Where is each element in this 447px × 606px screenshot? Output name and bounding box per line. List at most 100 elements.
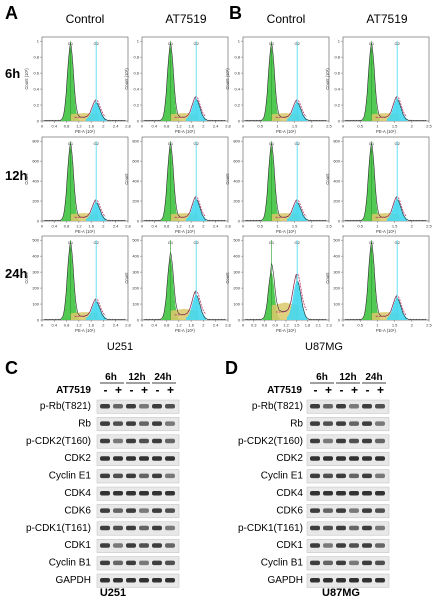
blot-c-band: [113, 438, 123, 444]
blot-d-band: [323, 438, 333, 444]
g1-label: G1: [168, 41, 174, 46]
y-tick-label: 0.8: [334, 54, 340, 59]
blot-d-band: [375, 525, 385, 531]
x-axis-label: PE-A (10⁵): [175, 129, 195, 134]
model-fit-curve: [375, 96, 407, 118]
x-tick-label: 0: [342, 323, 345, 328]
x-axis-label: PE-A (10⁵): [276, 328, 296, 333]
blot-c-band: [100, 404, 110, 409]
x-tick-label: 0.6: [262, 323, 268, 328]
blot-c-time-6h: 6h: [105, 372, 117, 383]
y-tick-label: 600: [233, 158, 240, 163]
y-axis-label: Count: [225, 173, 230, 185]
model-fit-curve: [275, 273, 307, 313]
blot-d-band: [362, 560, 372, 566]
x-tick-label: 0.5: [357, 323, 363, 328]
y-tick-label: 600: [32, 158, 39, 163]
blot-d-band: [323, 456, 333, 461]
blot-d-sign: -: [340, 383, 344, 397]
histogram-frame: [242, 36, 330, 122]
blot-d-sign: +: [325, 383, 332, 397]
y-axis-label: Count (10³): [225, 68, 230, 90]
g1-label: G1: [68, 141, 74, 146]
blot-c-protein-label: Cyclin B1: [49, 558, 92, 569]
blot-c-sign: -: [104, 383, 108, 397]
blot-c-band: [139, 578, 149, 583]
y-tick-label: 400: [132, 178, 139, 183]
blot-c-blot-strip: [96, 521, 180, 536]
model-fit-curve: [174, 96, 206, 118]
y-tick-label: 300: [32, 269, 39, 274]
blot-c-band: [139, 404, 149, 409]
x-tick-label: 0: [342, 224, 345, 229]
x-tick-label: 2.5: [426, 224, 432, 229]
blot-d-band: [310, 525, 320, 531]
blot-d-protein-label: CDK6: [276, 505, 303, 516]
x-tick-label: 2: [102, 224, 105, 229]
blot-c-blot-strip: [96, 399, 180, 414]
blot-d-band: [336, 404, 346, 409]
flow-histogram: G1 G2 0 0.4 0.8 1.2 1.6 2 2.4 2.8 PE-A (10⁵) 0 200 40…: [124, 136, 232, 234]
blot-d-band: [362, 456, 372, 461]
blot-c-band: [165, 508, 175, 513]
blot-d-protein-label: CDK1: [276, 540, 303, 551]
header-at7519-b: AT7519: [366, 12, 407, 26]
western-blot-u87mg: 6h 12h 24h AT7519 U87MG - + - + - +p-Rb(T821)…: [238, 372, 390, 599]
flow-histogram: G1 G2 0 0.5 1 1.5 2 2.5 PE-A (10⁵) 0 200 400 600 800 C…: [225, 136, 333, 234]
blot-d-blot-strip: [306, 538, 390, 553]
blot-d-sign: +: [377, 383, 384, 397]
blot-d-time-24h: 24h: [365, 372, 382, 383]
x-tick-label: 0.8: [164, 224, 170, 229]
y-tick-label: 0.4: [334, 86, 340, 91]
y-axis-label: Count: [24, 272, 29, 284]
x-tick-label: 1: [376, 224, 379, 229]
blot-c-protein-label: CDK6: [64, 505, 91, 516]
blot-d-band: [375, 543, 385, 548]
blot-d-band: [349, 508, 359, 513]
blot-d-band: [349, 456, 359, 461]
g2-label: G2: [94, 240, 100, 245]
x-tick-label: 2.8: [125, 224, 131, 229]
x-tick-label: 0.4: [52, 124, 58, 129]
y-axis-label: Count: [124, 272, 129, 284]
y-tick-label: 200: [132, 285, 139, 290]
x-tick-label: 1.6: [188, 323, 194, 328]
y-tick-label: 200: [32, 198, 39, 203]
g2-label: G2: [395, 141, 401, 146]
y-tick-label: 400: [233, 178, 240, 183]
y-tick-label: 0: [137, 118, 140, 123]
y-tick-label: 1: [338, 39, 341, 44]
blot-c-band: [126, 404, 136, 409]
y-tick-label: 0: [37, 218, 40, 223]
blot-d-band: [323, 560, 333, 566]
x-tick-label: 2: [202, 124, 205, 129]
x-axis-label: PE-A (10⁵): [376, 229, 396, 234]
blot-c-band: [139, 421, 149, 426]
y-tick-label: 0.8: [234, 54, 240, 59]
y-tick-label: 300: [132, 269, 139, 274]
blot-d-band: [310, 560, 320, 566]
y-tick-label: 0: [137, 317, 140, 322]
blot-d-band: [323, 404, 333, 409]
blot-d-band: [375, 438, 385, 444]
blot-c-band: [126, 560, 136, 566]
blot-d-band: [362, 473, 372, 479]
blot-c-protein-label: p-CDK2(T160): [26, 436, 91, 447]
blot-c-band: [165, 438, 175, 444]
blot-d-band: [336, 421, 346, 426]
blot-d-band: [375, 560, 385, 566]
y-tick-label: 0: [238, 317, 241, 322]
blot-d-band: [375, 473, 385, 479]
blot-d-band: [362, 508, 372, 513]
caption-u87mg-histograms: U87MG: [305, 341, 343, 353]
x-tick-label: 1.2: [76, 224, 82, 229]
blot-c-band: [113, 560, 123, 566]
g2-label: G2: [194, 41, 200, 46]
x-tick-label: 1.2: [176, 323, 182, 328]
x-tick-label: 1.6: [188, 224, 194, 229]
blot-d-band: [310, 421, 320, 426]
panel-label-d: D: [225, 358, 238, 378]
blot-c-protein-label: Rb: [78, 418, 91, 429]
g1-label: G1: [369, 240, 375, 245]
blot-d-band: [362, 404, 372, 409]
